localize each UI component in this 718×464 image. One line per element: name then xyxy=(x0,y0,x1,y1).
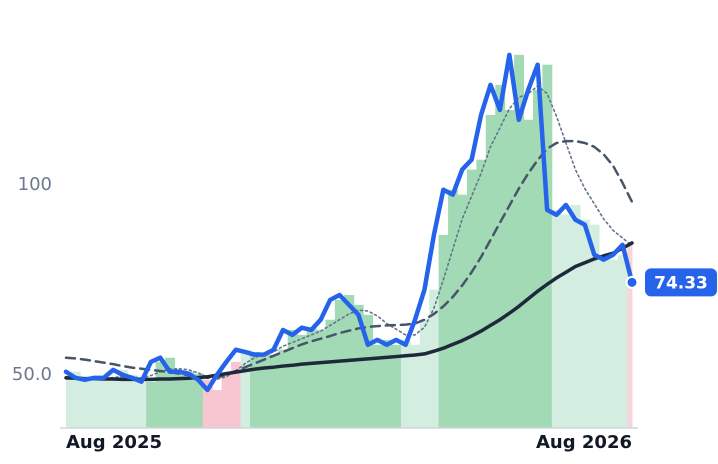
bar xyxy=(495,84,506,429)
bars xyxy=(66,54,633,429)
bar xyxy=(297,334,308,428)
last-value-badge xyxy=(645,268,717,297)
bar xyxy=(382,339,392,428)
bar xyxy=(127,374,138,428)
bar xyxy=(410,344,421,428)
series-line xyxy=(64,241,634,382)
bar xyxy=(598,254,609,428)
bar xyxy=(617,254,628,428)
bar xyxy=(353,304,364,428)
bar xyxy=(457,194,468,428)
bar xyxy=(627,244,633,428)
bar xyxy=(202,379,213,428)
bar xyxy=(363,314,374,428)
bar xyxy=(212,390,223,428)
bar xyxy=(259,354,270,428)
last-point xyxy=(625,275,639,289)
bar xyxy=(561,214,572,428)
bar xyxy=(155,361,166,428)
bar xyxy=(165,357,175,428)
bar xyxy=(268,354,279,428)
bar xyxy=(66,379,72,428)
bar xyxy=(542,64,553,428)
bar xyxy=(193,373,204,428)
bar xyxy=(570,204,581,428)
bar xyxy=(249,352,260,428)
bar xyxy=(174,371,185,428)
bar xyxy=(551,209,562,428)
y-tick-label: 50.0 xyxy=(12,364,52,385)
y-tick-label: 100 xyxy=(18,174,52,195)
bar xyxy=(240,349,251,428)
lines xyxy=(63,52,639,393)
bar xyxy=(287,329,298,428)
bar xyxy=(99,377,109,428)
bar xyxy=(334,299,345,428)
labels: 50.0 100 Aug 2025 Aug 2026 74.33 xyxy=(12,174,717,453)
bar xyxy=(419,319,430,428)
bar xyxy=(70,371,81,428)
bar xyxy=(372,344,383,428)
bar xyxy=(391,344,402,428)
bar xyxy=(514,54,525,429)
bar xyxy=(231,361,242,428)
bar xyxy=(476,159,487,428)
bar xyxy=(278,349,289,428)
bar xyxy=(146,381,157,428)
bar xyxy=(429,289,440,428)
bar xyxy=(532,89,543,429)
bar xyxy=(485,114,496,428)
bar xyxy=(466,169,477,428)
bar xyxy=(117,369,128,428)
series-line xyxy=(63,52,635,393)
series-line xyxy=(64,139,634,380)
bar xyxy=(89,379,100,428)
x-tick-label: Aug 2025 xyxy=(66,432,162,453)
x-tick-label: Aug 2026 xyxy=(536,432,632,453)
bar xyxy=(80,377,91,428)
bar xyxy=(306,327,317,428)
bar xyxy=(448,189,458,428)
bar xyxy=(580,219,591,428)
bar xyxy=(504,109,515,428)
bar xyxy=(438,234,449,428)
bar xyxy=(108,377,119,428)
bar xyxy=(523,119,534,428)
bar xyxy=(400,339,411,428)
bar xyxy=(136,377,147,428)
bar xyxy=(608,259,619,428)
bar xyxy=(589,224,600,428)
bar xyxy=(221,374,232,428)
bar xyxy=(315,329,326,428)
bar xyxy=(325,319,336,428)
last-value-label: 74.33 xyxy=(654,273,708,293)
bar xyxy=(183,371,194,428)
